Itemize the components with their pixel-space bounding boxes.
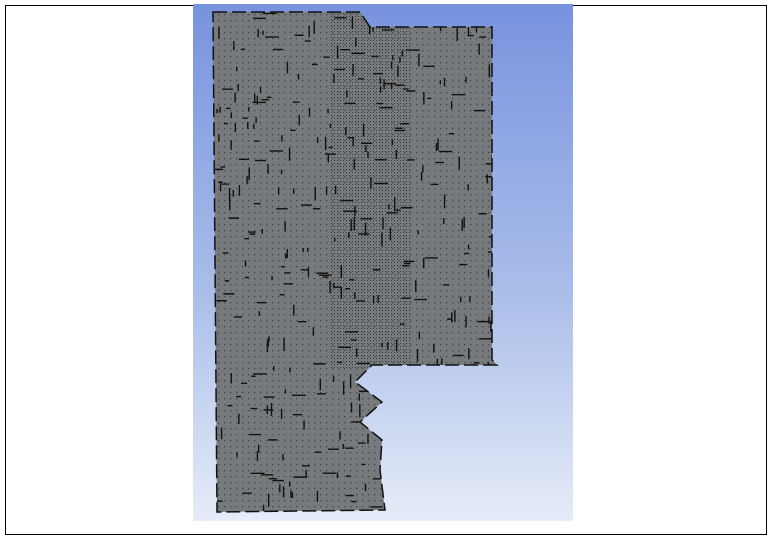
mesh-view <box>0 0 772 538</box>
screenshot <box>0 0 772 538</box>
mesh-refined <box>330 10 410 370</box>
